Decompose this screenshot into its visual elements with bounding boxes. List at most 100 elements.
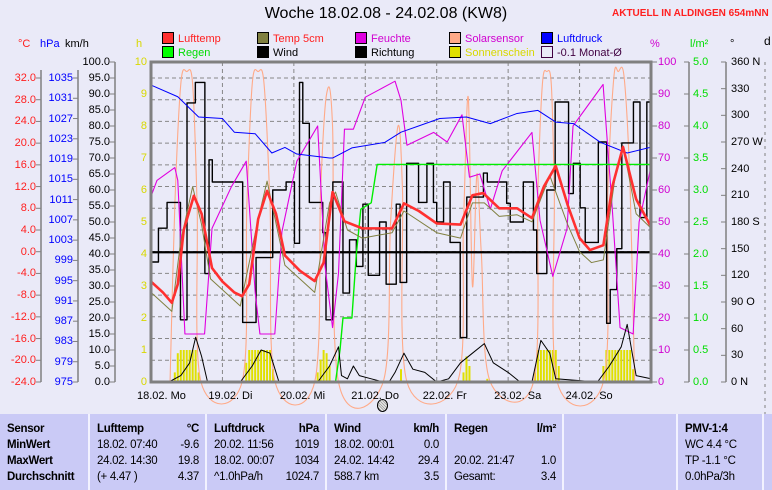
tick-label-hours: 3 xyxy=(140,280,147,292)
table-row-label: MinWert xyxy=(7,439,51,451)
tick-label-direction: 90 O xyxy=(731,296,755,308)
tick-label-hpa: 983 xyxy=(54,335,73,348)
chart-title: Woche 18.02.08 - 24.02.08 (KW8) xyxy=(264,5,508,22)
table-cell-time: 20.02. 11:56 xyxy=(214,439,274,451)
sunshine-bar xyxy=(536,350,539,382)
legend-label: Richtung xyxy=(371,47,415,59)
sunshine-bar xyxy=(260,350,263,382)
legend-item: Regen xyxy=(162,46,210,59)
legend-swatch xyxy=(257,46,269,58)
table-row-label: Durchschnitt xyxy=(7,471,75,483)
sunshine-bar xyxy=(629,350,632,382)
table-cell-time: ^1.0hPa/h xyxy=(214,471,263,483)
tick-label-kmh: 55.0 xyxy=(88,200,110,212)
legend-label: Luftdruck xyxy=(557,33,603,45)
tick-label-celsius: -4.0 xyxy=(17,267,36,280)
tick-label-direction: 180 S xyxy=(731,216,760,228)
legend-label: Temp 5cm xyxy=(273,33,324,45)
tick-label-celsius: 4.0 xyxy=(20,224,36,236)
tick-label-percent: 90 xyxy=(658,88,671,100)
table-header-regen: Regen xyxy=(454,423,488,435)
x-tick-label: 24.02. So xyxy=(565,390,613,402)
legend-swatch xyxy=(162,46,174,58)
table-header-lufttemp: Lufttemp xyxy=(97,423,144,435)
table-cell-value: 4.37 xyxy=(177,471,199,483)
table-cell-value: 1019 xyxy=(294,439,320,451)
table-cell-value: -9.6 xyxy=(180,439,199,451)
series-solarsensor xyxy=(169,66,636,409)
legend-swatch xyxy=(449,46,461,58)
tick-label-kmh: 30.0 xyxy=(88,280,110,292)
x-tick-label: 20.02. Mi xyxy=(279,390,326,402)
tick-label-celsius: 20.0 xyxy=(14,137,36,150)
sunshine-bar xyxy=(248,350,251,382)
tick-label-direction: 360 N xyxy=(731,56,761,68)
tick-label-celsius: 16.0 xyxy=(14,158,36,171)
tick-label-rain: 0.5 xyxy=(693,344,709,356)
tick-label-percent: 70 xyxy=(658,152,671,164)
tick-label-kmh: 0.0 xyxy=(94,376,110,388)
sunshine-bar xyxy=(468,366,471,382)
tick-label-percent: 10 xyxy=(658,344,671,356)
legend-swatch xyxy=(257,32,269,44)
tick-label-hours: 6 xyxy=(140,184,147,196)
tick-label-direction: 210 xyxy=(731,189,750,202)
tick-label-hours: 4 xyxy=(140,248,147,260)
sunshine-bar xyxy=(462,372,465,382)
table-column-regen: Regen l/m² 20.02. 21:47 1.0 Gesamt: 3.4 xyxy=(447,414,564,490)
tick-label-hpa: 1019 xyxy=(48,153,73,166)
legend-item: Richtung xyxy=(355,46,414,59)
table-cell-time: 18.02. 07:40 xyxy=(97,439,158,451)
tick-label-rain: 2.0 xyxy=(693,248,709,260)
tick-label-kmh: 50.0 xyxy=(88,216,110,228)
tick-label-rain: 3.5 xyxy=(693,152,709,164)
tick-label-kmh: 65.0 xyxy=(88,168,110,180)
tick-label-kmh: 35.0 xyxy=(88,264,110,276)
sunshine-bar xyxy=(465,356,468,382)
tick-label-rain: 0.0 xyxy=(693,376,709,388)
table-column-pmv: PMV-1:4 WC 4.4 °C TP -1.1 °C 0.0hPa/3h xyxy=(678,414,764,490)
legend-swatch xyxy=(162,32,174,44)
tick-label-kmh: 25.0 xyxy=(88,296,110,308)
sunshine-bar xyxy=(539,350,542,382)
axis-unit-rain: l/m² xyxy=(690,38,709,50)
tick-label-rain: 4.5 xyxy=(693,88,709,100)
tick-label-direction: 330 xyxy=(731,82,750,95)
sunshine-bar xyxy=(620,350,623,382)
tick-label-percent: 50 xyxy=(658,216,671,228)
table-cell-value: 1.0 xyxy=(540,455,556,467)
table-row-label: MaxWert xyxy=(7,455,53,467)
sunshine-bar xyxy=(486,378,489,382)
time-cursor-handle[interactable] xyxy=(377,399,388,412)
axis-unit-hours: h xyxy=(136,38,143,50)
tick-label-hpa: 1003 xyxy=(48,234,73,247)
sunshine-bar xyxy=(542,350,545,382)
legend-item: Sonnenschein xyxy=(449,46,535,59)
tick-label-rain: 1.0 xyxy=(693,312,709,324)
tick-label-percent: 80 xyxy=(658,120,671,132)
sunshine-bar xyxy=(263,350,266,382)
plot-frame xyxy=(149,60,653,384)
series-feuchte xyxy=(150,80,651,335)
tick-label-kmh: 60.0 xyxy=(88,184,110,196)
legend-label: Lufttemp xyxy=(178,33,221,45)
tick-label-hours: 9 xyxy=(140,88,147,100)
table-row-label: WC 4.4 °C xyxy=(685,439,737,451)
table-cell-value: 29.4 xyxy=(417,455,439,467)
legend-item: Wind xyxy=(257,46,298,59)
table-cell-time: 588.7 km xyxy=(334,471,379,483)
weather-chart xyxy=(36,60,766,414)
tick-label-hours: 2 xyxy=(140,312,147,324)
axis-unit-kmh: km/h xyxy=(65,38,89,50)
table-cell-time: Gesamt: xyxy=(454,471,496,483)
sunshine-bar xyxy=(185,350,188,382)
tick-label-hpa: 1031 xyxy=(48,92,73,105)
tick-label-direction: 60 xyxy=(731,322,744,335)
table-column-wind: Wind km/h 18.02. 00:01 0.0 24.02. 14:42 29.4 5… xyxy=(327,414,447,490)
tick-label-kmh: 45.0 xyxy=(88,232,110,244)
tick-label-rain: 5.0 xyxy=(693,56,709,68)
table-header-luftdruck: Luftdruck xyxy=(214,423,265,435)
tick-label-percent: 20 xyxy=(658,312,671,324)
sunshine-bar xyxy=(632,369,635,382)
tick-label-hpa: 1011 xyxy=(49,193,73,206)
